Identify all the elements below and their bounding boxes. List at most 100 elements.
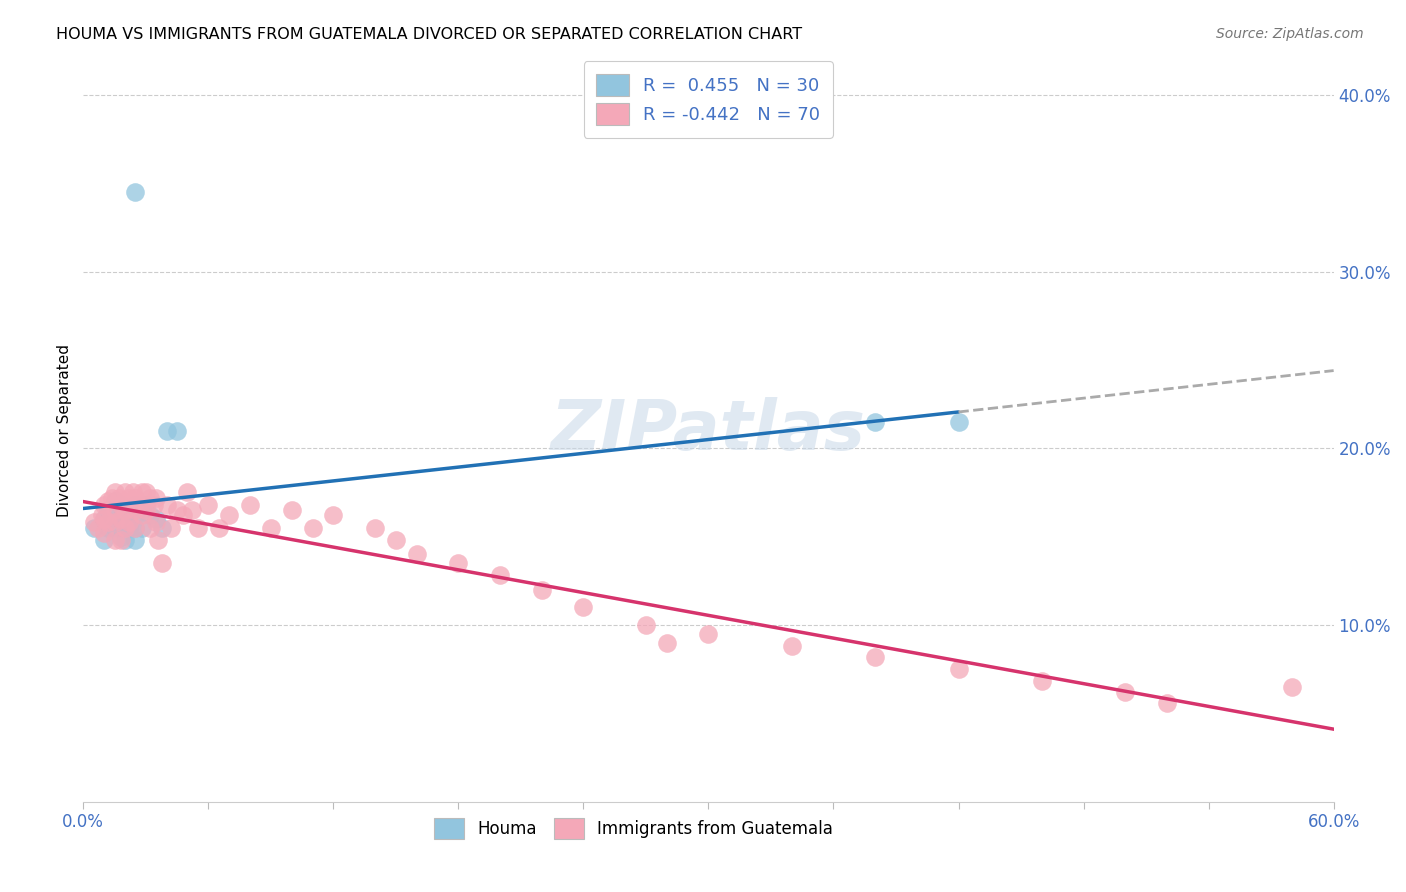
Point — [124, 185, 146, 199]
Point — [93, 512, 115, 526]
Point — [103, 521, 125, 535]
Point — [634, 618, 657, 632]
Point — [110, 512, 132, 526]
Point — [124, 508, 146, 523]
Point — [93, 512, 115, 526]
Point — [97, 521, 120, 535]
Text: HOUMA VS IMMIGRANTS FROM GUATEMALA DIVORCED OR SEPARATED CORRELATION CHART: HOUMA VS IMMIGRANTS FROM GUATEMALA DIVOR… — [56, 27, 803, 42]
Point — [114, 516, 136, 530]
Point — [97, 503, 120, 517]
Point — [156, 424, 179, 438]
Point — [447, 556, 470, 570]
Point — [863, 415, 886, 429]
Point — [124, 498, 146, 512]
Point — [197, 498, 219, 512]
Point — [118, 521, 141, 535]
Point — [655, 635, 678, 649]
Point — [131, 508, 153, 523]
Point — [166, 424, 188, 438]
Point — [489, 568, 512, 582]
Point — [131, 521, 153, 535]
Point — [124, 521, 146, 535]
Point — [103, 503, 125, 517]
Point — [208, 521, 231, 535]
Point — [91, 508, 114, 523]
Point — [260, 521, 283, 535]
Point — [1031, 674, 1053, 689]
Point — [101, 491, 124, 505]
Point — [139, 521, 162, 535]
Point — [93, 526, 115, 541]
Point — [1156, 696, 1178, 710]
Point — [97, 494, 120, 508]
Point — [110, 530, 132, 544]
Point — [159, 521, 181, 535]
Point — [145, 491, 167, 505]
Point — [103, 494, 125, 508]
Point — [93, 498, 115, 512]
Point — [948, 415, 970, 429]
Point — [1281, 680, 1303, 694]
Point — [530, 582, 553, 597]
Point — [114, 521, 136, 535]
Point — [103, 516, 125, 530]
Point — [180, 503, 202, 517]
Point — [110, 498, 132, 512]
Point — [114, 485, 136, 500]
Point — [110, 533, 132, 548]
Point — [156, 498, 179, 512]
Point — [124, 491, 146, 505]
Point — [145, 512, 167, 526]
Point — [135, 498, 157, 512]
Point — [97, 516, 120, 530]
Point — [110, 512, 132, 526]
Point — [103, 485, 125, 500]
Point — [143, 498, 166, 512]
Point — [572, 600, 595, 615]
Point — [131, 485, 153, 500]
Point — [172, 508, 194, 523]
Point — [131, 503, 153, 517]
Point — [697, 626, 720, 640]
Point — [87, 521, 110, 535]
Point — [139, 508, 162, 523]
Point — [301, 521, 323, 535]
Point — [118, 503, 141, 517]
Y-axis label: Divorced or Separated: Divorced or Separated — [58, 344, 72, 517]
Point — [364, 521, 387, 535]
Point — [114, 503, 136, 517]
Point — [127, 498, 149, 512]
Point — [122, 485, 145, 500]
Point — [948, 662, 970, 676]
Point — [322, 508, 344, 523]
Point — [83, 521, 105, 535]
Text: Source: ZipAtlas.com: Source: ZipAtlas.com — [1216, 27, 1364, 41]
Text: ZIPatlas: ZIPatlas — [551, 397, 866, 464]
Point — [124, 521, 146, 535]
Point — [239, 498, 262, 512]
Point — [135, 503, 157, 517]
Point — [218, 508, 240, 523]
Point — [103, 533, 125, 548]
Point — [385, 533, 408, 548]
Point — [166, 503, 188, 517]
Point — [1114, 685, 1136, 699]
Point — [148, 533, 170, 548]
Point — [176, 485, 198, 500]
Point — [83, 516, 105, 530]
Point — [152, 556, 174, 570]
Point — [124, 503, 146, 517]
Point — [405, 547, 427, 561]
Point — [135, 485, 157, 500]
Point — [118, 491, 141, 505]
Point — [107, 491, 129, 505]
Point — [280, 503, 302, 517]
Point — [93, 533, 115, 548]
Legend: Houma, Immigrants from Guatemala: Houma, Immigrants from Guatemala — [427, 812, 839, 846]
Point — [103, 508, 125, 523]
Point — [110, 498, 132, 512]
Point — [187, 521, 209, 535]
Point — [139, 491, 162, 505]
Point — [863, 649, 886, 664]
Point — [124, 533, 146, 548]
